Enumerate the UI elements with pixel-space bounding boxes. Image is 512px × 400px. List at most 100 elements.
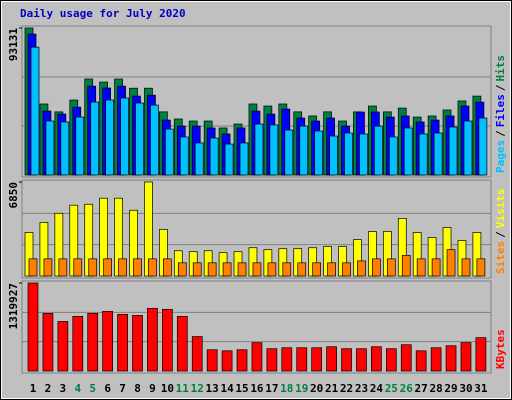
- x-tick-label: 17: [265, 382, 278, 395]
- bar: [162, 308, 173, 372]
- bar: [371, 346, 382, 372]
- legend-separator: /: [494, 231, 507, 238]
- bar: [327, 262, 336, 277]
- bar: [194, 142, 204, 176]
- bar: [30, 46, 40, 176]
- bar: [401, 255, 411, 277]
- y-tick-label: 6850: [7, 182, 20, 209]
- bar: [388, 136, 398, 176]
- bar: [267, 262, 277, 277]
- bar: [296, 347, 308, 372]
- x-tick-label: 4: [74, 382, 81, 395]
- bar: [329, 135, 338, 176]
- bar: [385, 348, 397, 372]
- bar: [224, 143, 234, 176]
- bar: [433, 132, 443, 176]
- bar: [418, 133, 428, 176]
- bar: [209, 137, 219, 176]
- bar: [237, 262, 247, 277]
- chart-title: Daily usage for July 2020: [20, 7, 186, 20]
- legend-entry: Files: [494, 94, 507, 127]
- bar: [42, 312, 54, 372]
- bar: [148, 258, 157, 277]
- x-tick-label: 11: [176, 382, 190, 395]
- bar: [221, 350, 233, 372]
- bar: [117, 313, 128, 372]
- legend: KBytes: [494, 329, 507, 369]
- y-tick-label: 93131: [7, 28, 20, 61]
- legend-entry: Visits: [494, 189, 507, 229]
- bar: [177, 262, 187, 277]
- bar: [132, 315, 143, 372]
- x-tick-label: 5: [89, 382, 96, 395]
- x-tick-label: 24: [370, 382, 384, 395]
- x-tick-label: 13: [206, 382, 219, 395]
- bar: [359, 133, 368, 176]
- bar: [356, 348, 367, 372]
- bar: [374, 125, 383, 176]
- bar: [252, 262, 262, 277]
- bar: [165, 128, 174, 176]
- x-tick-label: 3: [60, 382, 67, 395]
- x-tick-label: 23: [355, 382, 368, 395]
- bar: [73, 258, 83, 277]
- bar: [254, 123, 264, 176]
- bar: [478, 117, 488, 176]
- x-tick-label: 9: [149, 382, 156, 395]
- bar: [476, 258, 486, 277]
- bar: [135, 102, 144, 176]
- x-tick-label: 8: [134, 382, 141, 395]
- bar: [311, 347, 323, 372]
- bar: [191, 336, 203, 372]
- x-tick-label: 14: [220, 382, 234, 395]
- x-tick-label: 12: [191, 382, 204, 395]
- bar: [72, 316, 84, 372]
- bar: [341, 348, 352, 372]
- x-tick-label: 30: [459, 382, 472, 395]
- bar: [448, 126, 458, 176]
- bar: [192, 262, 202, 277]
- bar: [60, 121, 70, 176]
- bar: [415, 350, 427, 372]
- bar: [403, 127, 413, 176]
- x-tick-label: 21: [325, 382, 339, 395]
- x-tick-label: 15: [235, 382, 248, 395]
- bar: [299, 125, 309, 176]
- x-tick-label: 25: [385, 382, 398, 395]
- bar: [357, 260, 366, 277]
- x-tick-label: 18: [280, 382, 293, 395]
- bar: [460, 342, 472, 372]
- x-tick-label: 29: [444, 382, 457, 395]
- bar: [120, 97, 129, 176]
- bar: [284, 129, 294, 176]
- bar: [103, 258, 113, 277]
- bar: [446, 249, 456, 277]
- bar: [372, 258, 381, 277]
- bar: [251, 342, 263, 372]
- bar: [45, 120, 55, 176]
- legend-entry: KBytes: [494, 329, 507, 369]
- x-tick-label: 10: [161, 382, 174, 395]
- x-tick-label: 1: [30, 382, 37, 395]
- bar: [88, 258, 98, 277]
- bar: [118, 258, 127, 277]
- bar: [27, 282, 39, 372]
- bar: [400, 344, 412, 372]
- bar: [344, 132, 353, 176]
- x-tick-label: 6: [104, 382, 111, 395]
- bar: [239, 142, 249, 176]
- bar: [207, 262, 217, 277]
- bar: [75, 116, 85, 176]
- bar: [222, 262, 232, 277]
- bar: [475, 337, 487, 372]
- x-tick-label: 31: [474, 382, 488, 395]
- bar: [297, 262, 307, 277]
- bar: [386, 258, 396, 277]
- bar: [43, 258, 53, 277]
- legend: Pages / Files / Hits: [494, 55, 507, 173]
- bar: [176, 316, 188, 372]
- bar: [342, 262, 351, 277]
- bar: [206, 349, 218, 372]
- bar: [431, 258, 441, 277]
